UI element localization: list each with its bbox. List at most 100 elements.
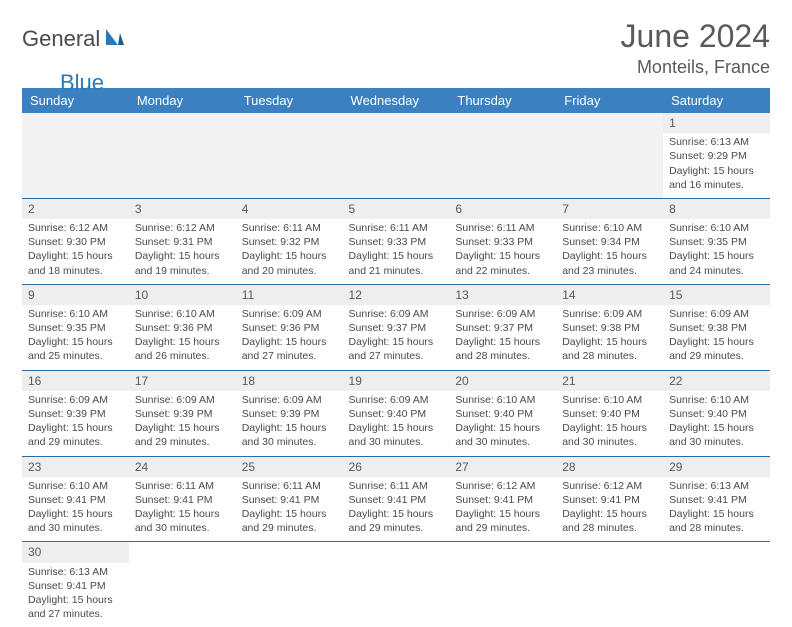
sunset: Sunset: 9:41 PM bbox=[135, 493, 230, 507]
daylight-2: and 30 minutes. bbox=[669, 435, 764, 449]
daylight-2: and 28 minutes. bbox=[562, 521, 657, 535]
sunrise: Sunrise: 6:12 AM bbox=[455, 479, 550, 493]
daylight-1: Daylight: 15 hours bbox=[28, 421, 123, 435]
sunset: Sunset: 9:40 PM bbox=[349, 407, 444, 421]
daylight-2: and 29 minutes. bbox=[455, 521, 550, 535]
day-9: 9Sunrise: 6:10 AMSunset: 9:35 PMDaylight… bbox=[22, 284, 129, 370]
daylight-2: and 29 minutes. bbox=[669, 349, 764, 363]
sunrise: Sunrise: 6:11 AM bbox=[242, 479, 337, 493]
day-number: 11 bbox=[236, 285, 343, 305]
empty-cell bbox=[343, 542, 450, 627]
empty-cell bbox=[556, 542, 663, 627]
sunset: Sunset: 9:39 PM bbox=[28, 407, 123, 421]
sunset: Sunset: 9:33 PM bbox=[455, 235, 550, 249]
sunrise: Sunrise: 6:12 AM bbox=[28, 221, 123, 235]
daylight-1: Daylight: 15 hours bbox=[669, 335, 764, 349]
sunrise: Sunrise: 6:11 AM bbox=[349, 479, 444, 493]
day-25: 25Sunrise: 6:11 AMSunset: 9:41 PMDayligh… bbox=[236, 456, 343, 542]
day-number: 18 bbox=[236, 371, 343, 391]
weekday-monday: Monday bbox=[129, 88, 236, 113]
sunset: Sunset: 9:37 PM bbox=[349, 321, 444, 335]
week-1: 2Sunrise: 6:12 AMSunset: 9:30 PMDaylight… bbox=[22, 198, 770, 284]
day-19: 19Sunrise: 6:09 AMSunset: 9:40 PMDayligh… bbox=[343, 370, 450, 456]
day-14: 14Sunrise: 6:09 AMSunset: 9:38 PMDayligh… bbox=[556, 284, 663, 370]
daylight-2: and 27 minutes. bbox=[349, 349, 444, 363]
daylight-2: and 29 minutes. bbox=[135, 435, 230, 449]
sunset: Sunset: 9:36 PM bbox=[135, 321, 230, 335]
sail-icon bbox=[104, 27, 126, 52]
week-5: 30Sunrise: 6:13 AMSunset: 9:41 PMDayligh… bbox=[22, 542, 770, 627]
daylight-2: and 29 minutes. bbox=[242, 521, 337, 535]
sunrise: Sunrise: 6:12 AM bbox=[135, 221, 230, 235]
sunset: Sunset: 9:41 PM bbox=[349, 493, 444, 507]
daylight-2: and 19 minutes. bbox=[135, 264, 230, 278]
daylight-1: Daylight: 15 hours bbox=[349, 507, 444, 521]
day-30: 30Sunrise: 6:13 AMSunset: 9:41 PMDayligh… bbox=[22, 542, 129, 627]
day-number: 8 bbox=[663, 199, 770, 219]
day-number: 3 bbox=[129, 199, 236, 219]
daylight-1: Daylight: 15 hours bbox=[669, 164, 764, 178]
sunrise: Sunrise: 6:09 AM bbox=[455, 307, 550, 321]
brand-text-2: Blue bbox=[60, 70, 104, 96]
weekday-thursday: Thursday bbox=[449, 88, 556, 113]
calendar-table: SundayMondayTuesdayWednesdayThursdayFrid… bbox=[22, 88, 770, 627]
daylight-1: Daylight: 15 hours bbox=[242, 335, 337, 349]
sunrise: Sunrise: 6:10 AM bbox=[562, 221, 657, 235]
daylight-1: Daylight: 15 hours bbox=[242, 249, 337, 263]
week-0: 1Sunrise: 6:13 AMSunset: 9:29 PMDaylight… bbox=[22, 113, 770, 198]
daylight-1: Daylight: 15 hours bbox=[669, 249, 764, 263]
daylight-2: and 30 minutes. bbox=[242, 435, 337, 449]
sunrise: Sunrise: 6:09 AM bbox=[242, 307, 337, 321]
day-number: 19 bbox=[343, 371, 450, 391]
sunrise: Sunrise: 6:09 AM bbox=[349, 307, 444, 321]
sunset: Sunset: 9:33 PM bbox=[349, 235, 444, 249]
sunrise: Sunrise: 6:09 AM bbox=[135, 393, 230, 407]
sunrise: Sunrise: 6:13 AM bbox=[669, 479, 764, 493]
day-6: 6Sunrise: 6:11 AMSunset: 9:33 PMDaylight… bbox=[449, 198, 556, 284]
sunrise: Sunrise: 6:13 AM bbox=[28, 565, 123, 579]
day-29: 29Sunrise: 6:13 AMSunset: 9:41 PMDayligh… bbox=[663, 456, 770, 542]
empty-cell bbox=[449, 542, 556, 627]
day-number: 14 bbox=[556, 285, 663, 305]
sunrise: Sunrise: 6:12 AM bbox=[562, 479, 657, 493]
day-10: 10Sunrise: 6:10 AMSunset: 9:36 PMDayligh… bbox=[129, 284, 236, 370]
day-22: 22Sunrise: 6:10 AMSunset: 9:40 PMDayligh… bbox=[663, 370, 770, 456]
sunset: Sunset: 9:32 PM bbox=[242, 235, 337, 249]
sunrise: Sunrise: 6:11 AM bbox=[242, 221, 337, 235]
day-number: 4 bbox=[236, 199, 343, 219]
day-3: 3Sunrise: 6:12 AMSunset: 9:31 PMDaylight… bbox=[129, 198, 236, 284]
daylight-1: Daylight: 15 hours bbox=[349, 249, 444, 263]
daylight-1: Daylight: 15 hours bbox=[669, 507, 764, 521]
sunrise: Sunrise: 6:11 AM bbox=[349, 221, 444, 235]
daylight-1: Daylight: 15 hours bbox=[28, 335, 123, 349]
week-4: 23Sunrise: 6:10 AMSunset: 9:41 PMDayligh… bbox=[22, 456, 770, 542]
week-3: 16Sunrise: 6:09 AMSunset: 9:39 PMDayligh… bbox=[22, 370, 770, 456]
weekday-wednesday: Wednesday bbox=[343, 88, 450, 113]
week-2: 9Sunrise: 6:10 AMSunset: 9:35 PMDaylight… bbox=[22, 284, 770, 370]
day-number: 30 bbox=[22, 542, 129, 562]
day-24: 24Sunrise: 6:11 AMSunset: 9:41 PMDayligh… bbox=[129, 456, 236, 542]
sunset: Sunset: 9:41 PM bbox=[242, 493, 337, 507]
daylight-1: Daylight: 15 hours bbox=[669, 421, 764, 435]
day-number: 10 bbox=[129, 285, 236, 305]
daylight-2: and 29 minutes. bbox=[28, 435, 123, 449]
day-number: 23 bbox=[22, 457, 129, 477]
sunrise: Sunrise: 6:10 AM bbox=[669, 393, 764, 407]
sunset: Sunset: 9:35 PM bbox=[28, 321, 123, 335]
day-number: 5 bbox=[343, 199, 450, 219]
day-number: 20 bbox=[449, 371, 556, 391]
sunset: Sunset: 9:41 PM bbox=[562, 493, 657, 507]
daylight-1: Daylight: 15 hours bbox=[28, 507, 123, 521]
day-17: 17Sunrise: 6:09 AMSunset: 9:39 PMDayligh… bbox=[129, 370, 236, 456]
daylight-1: Daylight: 15 hours bbox=[28, 249, 123, 263]
sunrise: Sunrise: 6:09 AM bbox=[28, 393, 123, 407]
daylight-1: Daylight: 15 hours bbox=[562, 335, 657, 349]
sunset: Sunset: 9:38 PM bbox=[669, 321, 764, 335]
day-13: 13Sunrise: 6:09 AMSunset: 9:37 PMDayligh… bbox=[449, 284, 556, 370]
header: General June 2024 Monteils, France bbox=[22, 18, 770, 78]
brand-text-1: General bbox=[22, 26, 100, 52]
day-27: 27Sunrise: 6:12 AMSunset: 9:41 PMDayligh… bbox=[449, 456, 556, 542]
daylight-1: Daylight: 15 hours bbox=[455, 335, 550, 349]
empty-cell bbox=[129, 113, 236, 198]
sunrise: Sunrise: 6:09 AM bbox=[562, 307, 657, 321]
